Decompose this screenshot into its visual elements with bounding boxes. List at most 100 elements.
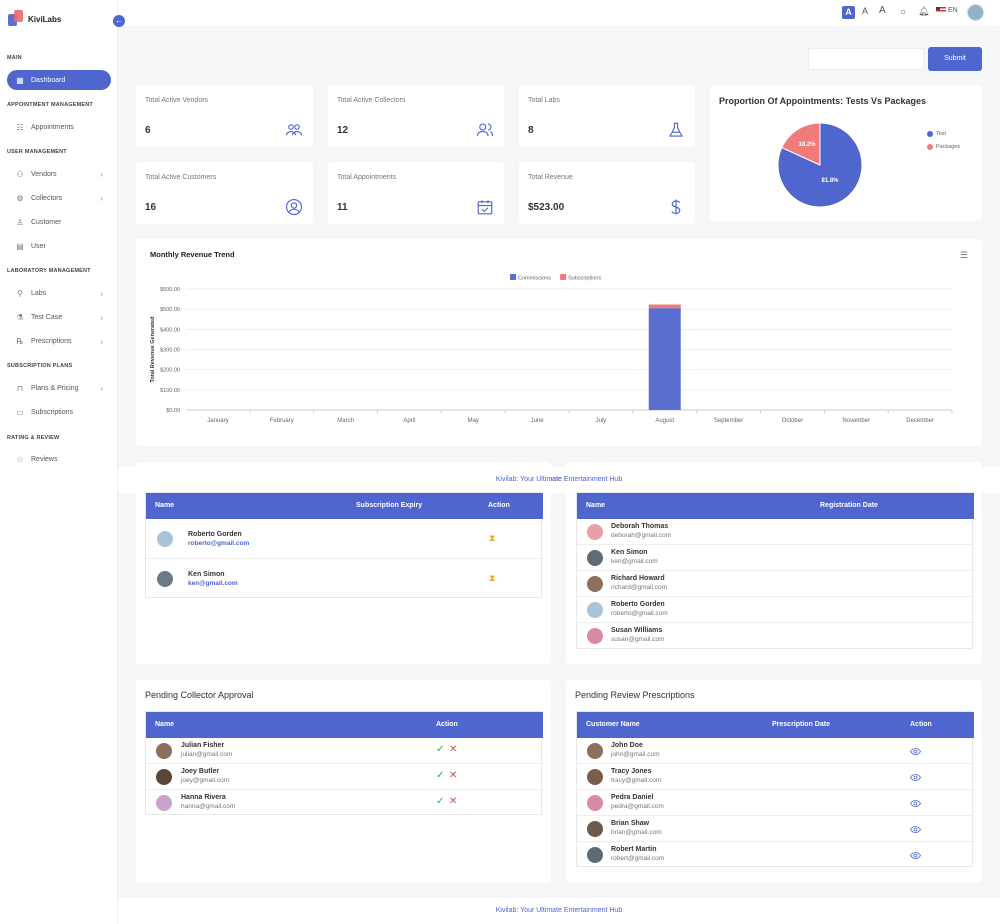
- user-icon: ▤: [16, 241, 24, 251]
- avatar: [587, 769, 603, 785]
- eye-icon[interactable]: [910, 774, 921, 781]
- row-name: Roberto Gorden: [611, 601, 665, 608]
- hourglass-icon[interactable]: ⧗: [489, 533, 496, 543]
- table-row: Hanna Rivera hanna@gmail.com ✓ ✕: [146, 790, 543, 816]
- font-size-small-button[interactable]: A: [842, 6, 855, 19]
- x-tick-label: January: [207, 418, 228, 424]
- x-tick-label: December: [906, 418, 934, 424]
- row-email[interactable]: roberto@gmail.com: [188, 540, 250, 547]
- header-registration-date: Registration Date: [820, 502, 878, 509]
- font-size-medium-button[interactable]: A: [862, 6, 869, 16]
- sidebar-item-label: User: [31, 242, 46, 250]
- eye-icon[interactable]: [910, 800, 921, 807]
- submit-button[interactable]: Submit: [928, 47, 982, 71]
- avatar: [587, 847, 603, 863]
- table-row: Julian Fisher julian@gmail.com ✓ ✕: [146, 738, 543, 764]
- collapse-sidebar-button[interactable]: ←: [113, 15, 125, 27]
- collector-icon: ⚙: [16, 193, 24, 203]
- revenue-chart-card: Monthly Revenue Trend ☰ $0.00 $100.00 $200…: [136, 239, 982, 446]
- avatar: [587, 550, 603, 566]
- sidebar-item-vendors[interactable]: ⚇ Vendors ›: [7, 164, 111, 184]
- prescription-icon: ℞: [16, 336, 24, 346]
- user-avatar[interactable]: [967, 4, 984, 21]
- revenue-bar-chart: $0.00 $100.00 $200.00 $300.00 $400.00 $500.00…: [150, 274, 953, 424]
- x-tick-label: March: [337, 418, 354, 424]
- header-action: Action: [910, 721, 932, 728]
- x-tick-label: May: [468, 418, 479, 424]
- sidebar-item-prescriptions[interactable]: ℞ Prescriptions ›: [7, 331, 111, 351]
- pie-slice-packages[interactable]: [781, 122, 821, 166]
- review-prescriptions-table: Customer Name Prescription Date Action J…: [576, 711, 974, 868]
- sidebar-item-dashboard[interactable]: ▦ Dashboard: [7, 70, 111, 90]
- sidebar-item-testcase[interactable]: ⚗ Test Case ›: [7, 307, 111, 327]
- stat-label: Total Labs: [528, 97, 560, 104]
- x-tick-label: August: [655, 418, 674, 424]
- reject-icon[interactable]: ✕: [449, 796, 458, 807]
- chevron-right-icon: ›: [100, 383, 103, 393]
- sidebar-item-labs[interactable]: ⚲ Labs ›: [7, 283, 111, 303]
- y-tick-label: $500.00: [160, 307, 180, 313]
- sidebar-item-plans[interactable]: ⊓ Plans & Pricing ›: [7, 378, 111, 398]
- approve-icon[interactable]: ✓: [436, 796, 445, 807]
- sidebar-item-label: Subscriptions: [31, 408, 74, 416]
- calendar-check-icon: [477, 200, 493, 215]
- logo[interactable]: KiviLabs: [8, 10, 61, 28]
- reject-icon[interactable]: ✕: [449, 744, 458, 755]
- sidebar-item-reviews[interactable]: ☆ Reviews: [7, 449, 111, 469]
- chart-menu-icon[interactable]: ☰: [959, 250, 968, 260]
- section-title-appointment: APPOINTMENT MANAGEMENT: [7, 102, 93, 108]
- row-email: tracy@gmail.com: [611, 777, 662, 784]
- logo-text: KiviLabs: [28, 14, 62, 24]
- sidebar-item-user[interactable]: ▤ User: [7, 236, 111, 256]
- sidebar-item-collectors[interactable]: ⚙ Collectors ›: [7, 188, 111, 208]
- chevron-right-icon: ›: [100, 288, 103, 298]
- avatar: [587, 628, 603, 644]
- pie-chart-title: Proportion Of Appointments: Tests Vs Pac…: [719, 96, 927, 106]
- pie-label-test: 81.8%: [821, 178, 839, 184]
- theme-toggle-icon[interactable]: ☼: [899, 6, 908, 16]
- row-name: Brian Shaw: [611, 820, 650, 827]
- sidebar-item-subscriptions[interactable]: ▭ Subscriptions: [7, 402, 111, 422]
- eye-icon[interactable]: [910, 852, 921, 859]
- reject-icon[interactable]: ✕: [449, 770, 458, 781]
- section-title-user: USER MANAGEMENT: [7, 149, 67, 155]
- hourglass-icon[interactable]: ⧗: [489, 573, 496, 583]
- row-name: Roberto Gorden: [188, 531, 242, 538]
- chevron-right-icon: ›: [100, 169, 103, 179]
- eye-icon[interactable]: [910, 826, 921, 833]
- sidebar-item-appointments[interactable]: ☷ Appointments: [7, 117, 111, 137]
- x-tick-label: September: [714, 418, 743, 424]
- table-row: Ken Simon ken@gmail.com: [577, 545, 974, 571]
- table-header: Name Registration Date: [577, 493, 974, 519]
- y-axis-label: Total Revenue Generated: [150, 317, 156, 383]
- row-name: Tracy Jones: [611, 768, 652, 775]
- x-tick-label: October: [782, 418, 803, 424]
- x-tick-label: June: [531, 418, 545, 424]
- table-row: Robert Martin robert@gmail.com: [577, 842, 974, 868]
- footer[interactable]: Kivilab: Your Ultimate Entertainment Hub: [118, 898, 1000, 924]
- sidebar-item-label: Collectors: [31, 194, 63, 202]
- x-tick-label: November: [842, 418, 870, 424]
- approve-icon[interactable]: ✓: [436, 770, 445, 781]
- row-email: susan@gmail.com: [611, 636, 665, 643]
- sidebar-item-customer[interactable]: ♙ Customer: [7, 212, 111, 232]
- row-email: julian@gmail.com: [181, 751, 233, 758]
- language-selector[interactable]: EN: [936, 7, 958, 14]
- stat-value: $523.00: [528, 202, 565, 213]
- font-size-large-button[interactable]: A: [879, 5, 886, 16]
- footer-strip-text[interactable]: Kivilab: Your Ultimate Entertainment Hub: [495, 476, 623, 483]
- search-input[interactable]: [808, 48, 924, 70]
- eye-icon[interactable]: [910, 748, 921, 755]
- chevron-right-icon: ›: [100, 336, 103, 346]
- stat-card-labs: Total Labs 8: [519, 85, 695, 147]
- legend-swatch: [510, 274, 516, 280]
- approve-icon[interactable]: ✓: [436, 744, 445, 755]
- row-name: Ken Simon: [188, 571, 225, 578]
- sidebar-item-label: Prescriptions: [31, 337, 72, 345]
- dollar-icon: [671, 199, 681, 215]
- row-email: ken@gmail.com: [611, 558, 658, 565]
- bell-icon[interactable]: 🔔︎: [918, 6, 930, 16]
- header-expiry: Subscription Expiry: [356, 502, 423, 509]
- row-email[interactable]: ken@gmail.com: [188, 580, 238, 587]
- language-label: EN: [947, 7, 958, 14]
